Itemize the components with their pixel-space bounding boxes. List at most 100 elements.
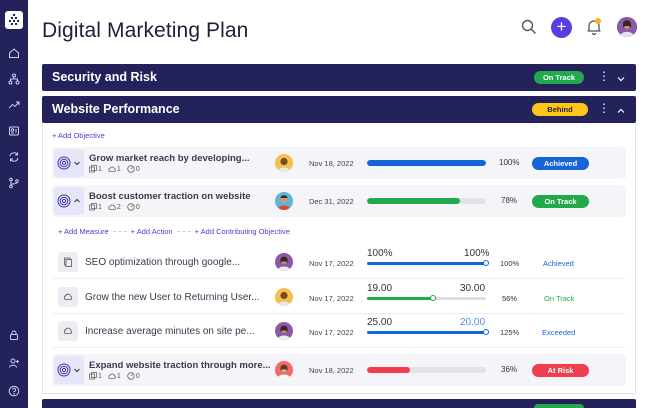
hierarchy-icon[interactable] <box>7 72 21 86</box>
trend-icon[interactable] <box>7 98 21 112</box>
measure-progress <box>367 297 486 300</box>
target-value: 100% <box>464 248 490 259</box>
owner-avatar <box>275 154 293 172</box>
owner-avatar <box>275 253 293 271</box>
target-icon <box>57 194 71 208</box>
status-badge: On Track <box>532 195 589 208</box>
add-contributing-objective-link[interactable]: + Add Contributing Objective <box>194 227 290 236</box>
cloud-icon <box>108 165 116 173</box>
user-avatar[interactable] <box>617 17 637 37</box>
logo-icon[interactable] <box>5 11 23 29</box>
status-badge: Achieved <box>532 157 589 170</box>
objective-row[interactable]: Grow market reach by developing... 1 1 0… <box>52 147 626 179</box>
objective-progress <box>367 367 486 373</box>
status-text: On Track <box>544 294 575 303</box>
measure-row[interactable]: SEO optimization through google... Nov 1… <box>52 245 626 279</box>
slider-knob[interactable] <box>483 260 489 266</box>
refresh-icon[interactable] <box>7 150 21 164</box>
cloud-icon <box>58 321 78 341</box>
objective-meta: 1 1 0 <box>89 165 140 173</box>
owner-avatar <box>275 192 293 210</box>
meta-count: 0 <box>135 165 140 173</box>
subitems-icon <box>89 203 97 211</box>
objective-date: Nov 18, 2022 <box>309 159 354 168</box>
people-icon[interactable] <box>7 124 21 138</box>
page-title: Digital Marketing Plan <box>42 19 249 42</box>
progress-percent: 78% <box>501 196 518 205</box>
chevron-up-icon[interactable] <box>616 103 626 113</box>
current-value: 19.00 <box>367 283 393 294</box>
measure-title: Increase average minutes on site pe... <box>85 326 255 337</box>
chevron-down-icon[interactable] <box>616 71 626 82</box>
help-icon[interactable] <box>7 384 21 398</box>
add-objective-link[interactable]: + Add Objective <box>52 131 105 140</box>
objective-progress <box>367 198 486 204</box>
progress-percent: 56% <box>502 294 518 303</box>
chevron-down-icon <box>74 161 80 166</box>
chevron-down-icon <box>74 368 80 373</box>
measure-row[interactable]: Grow the new User to Returning User... N… <box>52 280 626 314</box>
objective-date: Nov 18, 2022 <box>309 366 354 375</box>
section-next[interactable] <box>42 399 636 408</box>
gauge-icon <box>127 372 135 380</box>
owner-avatar <box>275 361 293 379</box>
progress-fill <box>367 297 434 300</box>
objective-row[interactable]: Boost customer traction on website 1 2 0… <box>52 185 626 217</box>
cloud-icon <box>58 287 78 307</box>
objective-meta: 1 1 0 <box>89 372 140 380</box>
status-badge: Behind <box>532 103 588 116</box>
meta-count: 0 <box>135 203 140 211</box>
section-title: Security and Risk <box>52 70 157 84</box>
more-options-icon[interactable]: ⋮ <box>598 69 610 83</box>
notification-dot <box>595 18 601 24</box>
subitems-icon <box>89 372 97 380</box>
user-add-icon[interactable] <box>7 356 21 370</box>
progress-percent: 125% <box>500 328 520 337</box>
add-button[interactable]: + <box>551 17 572 38</box>
measure-row[interactable]: Increase average minutes on site pe... N… <box>52 314 626 348</box>
progress-percent: 36% <box>501 365 518 374</box>
more-options-icon[interactable]: ⋮ <box>598 101 610 115</box>
objective-target-toggle[interactable] <box>54 187 84 215</box>
objective-progress <box>367 160 486 166</box>
progress-fill <box>367 198 460 204</box>
measure-date: Nov 17, 2022 <box>309 294 354 303</box>
gauge-icon <box>127 203 135 211</box>
progress-percent: 100% <box>499 158 520 167</box>
home-icon[interactable] <box>7 46 21 60</box>
cloud-icon <box>108 203 116 211</box>
search-icon[interactable] <box>520 18 538 36</box>
branch-icon[interactable] <box>7 176 21 190</box>
measure-progress <box>367 331 486 334</box>
owner-avatar <box>275 322 293 340</box>
objective-target-toggle[interactable] <box>54 149 84 177</box>
status-badge <box>534 404 584 408</box>
progress-fill <box>367 262 486 265</box>
sidebar <box>0 0 28 408</box>
bell-icon[interactable] <box>585 18 603 36</box>
slider-knob[interactable] <box>483 329 489 335</box>
meta-count: 1 <box>116 372 121 380</box>
add-measure-link[interactable]: + Add Measure <box>58 227 109 236</box>
objective-target-toggle[interactable] <box>54 356 84 384</box>
measure-title: SEO optimization through google... <box>85 257 241 268</box>
objective-row[interactable]: Expand website traction through more... … <box>52 354 626 386</box>
target-value: 30.00 <box>460 283 486 294</box>
section-website-performance[interactable]: Website Performance Behind ⋮ <box>42 96 636 123</box>
meta-count: 1 <box>98 203 102 211</box>
objective-date: Dec 31, 2022 <box>309 197 354 206</box>
add-action-link[interactable]: + Add Action <box>130 227 173 236</box>
measure-date: Nov 17, 2022 <box>309 328 354 337</box>
slider-knob[interactable] <box>430 295 436 301</box>
lock-icon[interactable] <box>7 328 21 342</box>
progress-fill <box>367 160 486 166</box>
gauge-icon <box>127 165 135 173</box>
target-value: 20.00 <box>460 317 486 328</box>
current-value: 100% <box>367 248 393 259</box>
status-badge: On Track <box>534 71 584 84</box>
section-security-and-risk[interactable]: Security and Risk On Track ⋮ <box>42 64 636 91</box>
subitems-icon <box>89 165 97 173</box>
measure-title: Grow the new User to Returning User... <box>85 292 260 303</box>
meta-count: 0 <box>135 372 140 380</box>
